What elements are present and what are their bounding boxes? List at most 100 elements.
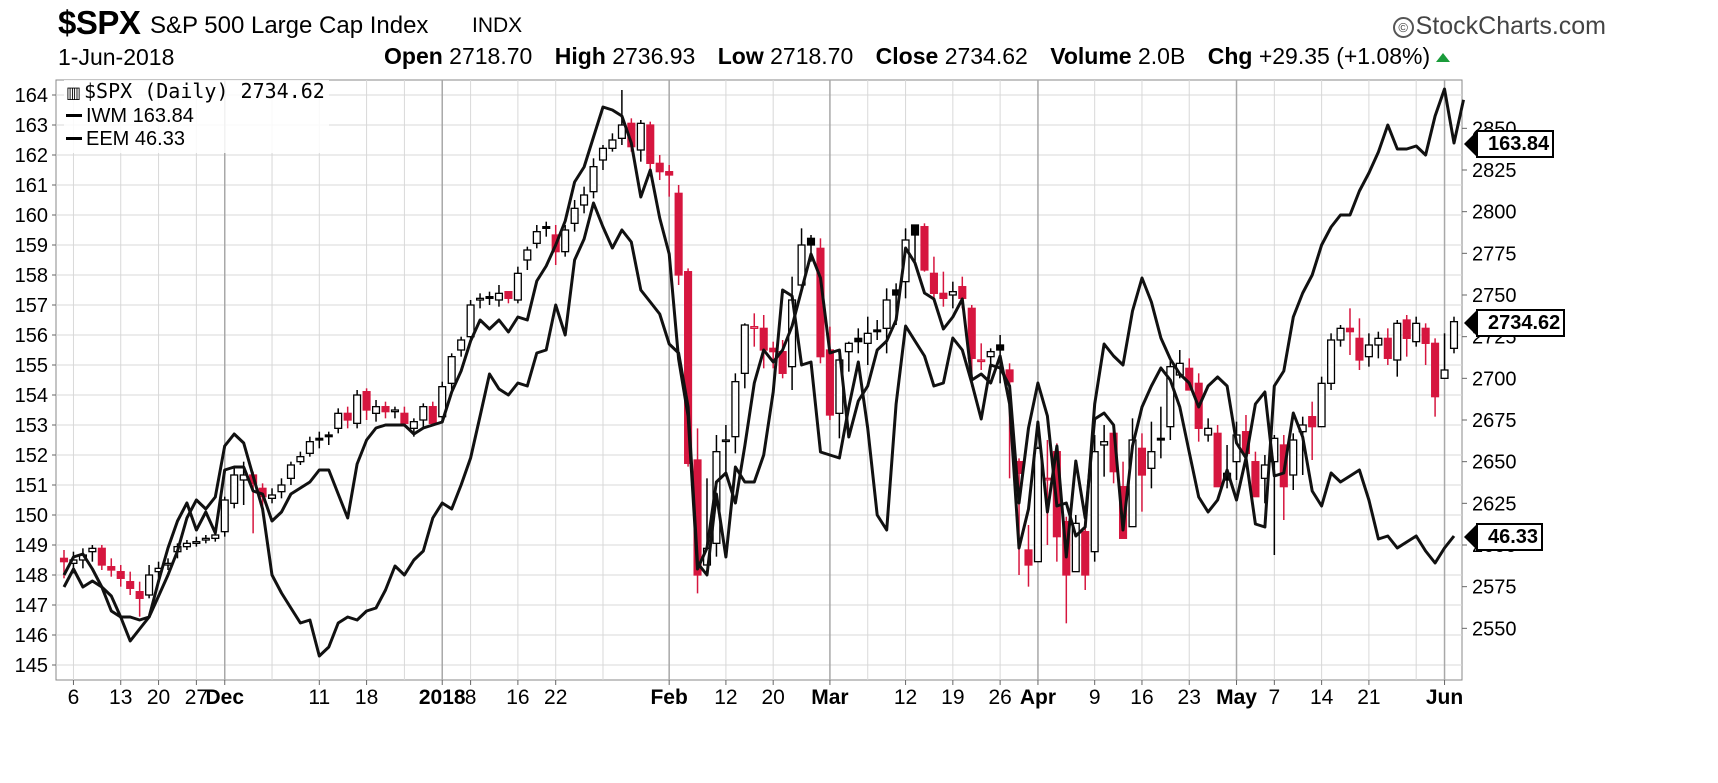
brand-name: StockCharts.com xyxy=(1415,12,1606,40)
candle-body xyxy=(1204,427,1213,436)
candle-body xyxy=(1355,337,1364,361)
candle xyxy=(844,341,853,372)
left-tick-label: 155 xyxy=(15,355,48,377)
candle xyxy=(1412,316,1421,347)
close-label: Close xyxy=(875,43,939,69)
candle xyxy=(476,293,485,309)
candle xyxy=(929,256,938,300)
candle-body xyxy=(1449,321,1459,349)
index-name: S&P 500 Large Cap Index xyxy=(150,12,429,39)
x-tick-label: 16 xyxy=(1130,686,1153,709)
candle-body xyxy=(192,541,201,544)
candle xyxy=(192,536,201,547)
x-tick-label: 9 xyxy=(1089,686,1101,709)
candle xyxy=(570,200,579,232)
left-tick-label: 160 xyxy=(15,205,48,227)
candle-body xyxy=(1166,366,1175,428)
candle xyxy=(315,431,324,449)
candle-body xyxy=(1156,437,1165,441)
candle xyxy=(504,291,513,304)
candle-body xyxy=(854,337,863,343)
candle xyxy=(400,406,409,427)
close-value: 2734.62 xyxy=(944,43,1028,69)
candle xyxy=(286,461,295,485)
left-tick-label: 148 xyxy=(15,565,48,587)
candle-body xyxy=(211,534,220,539)
candle xyxy=(1033,446,1042,563)
right-tick-label: 2750 xyxy=(1472,285,1517,307)
ticker-symbol[interactable]: $SPX xyxy=(58,4,141,41)
candle-body xyxy=(324,434,333,438)
candle xyxy=(1402,315,1411,357)
candle-body xyxy=(636,122,645,151)
x-tick-label: Dec xyxy=(205,686,244,709)
candle xyxy=(721,425,730,477)
candle-body xyxy=(163,562,173,566)
right-tick-label: 2550 xyxy=(1472,618,1517,640)
candle-body xyxy=(494,292,504,301)
iwm-price-tag: 163.84 xyxy=(1463,130,1555,158)
left-tick-label: 158 xyxy=(15,265,48,287)
open-label: Open xyxy=(384,43,443,69)
candle-body xyxy=(1100,441,1109,446)
candle-body xyxy=(1364,344,1373,358)
candle xyxy=(201,535,210,544)
legend-spx[interactable]: ▥ $SPX (Daily) 2734.62 xyxy=(66,80,325,105)
candle xyxy=(513,266,522,304)
candle-body xyxy=(1317,382,1326,428)
candle xyxy=(901,228,910,299)
left-tick-label: 152 xyxy=(15,445,48,467)
left-tick-label: 147 xyxy=(15,595,48,617)
candle xyxy=(267,488,277,504)
legend-eem-label: EEM 46.33 xyxy=(86,128,185,150)
line-swatch-icon xyxy=(66,114,82,117)
volume-value: 2.0B xyxy=(1137,43,1186,69)
candle-body xyxy=(1147,451,1156,469)
candle xyxy=(135,581,144,617)
candle xyxy=(523,246,532,270)
quote-date: 1-Jun-2018 xyxy=(58,44,175,70)
x-tick-label: 6 xyxy=(68,686,80,709)
candle-body xyxy=(59,557,69,563)
x-tick-label: 13 xyxy=(109,686,132,709)
candle xyxy=(126,571,135,595)
candle-body xyxy=(986,351,995,358)
candle xyxy=(97,545,106,570)
x-tick-label: 16 xyxy=(506,686,529,709)
candle xyxy=(1364,333,1373,367)
candle xyxy=(939,271,948,307)
high-label: High xyxy=(554,43,606,69)
legend-eem[interactable]: EEM 46.33 xyxy=(66,128,325,151)
chart-legend: ▥ $SPX (Daily) 2734.62 IWM 163.84 EEM 46.… xyxy=(64,80,329,153)
candle xyxy=(1421,323,1430,365)
legend-iwm[interactable]: IWM 163.84 xyxy=(66,105,325,128)
candle xyxy=(1440,333,1449,379)
eem-series-line xyxy=(62,201,1456,658)
candle-body xyxy=(362,391,371,411)
candle xyxy=(457,336,466,357)
x-tick-label: 18 xyxy=(355,686,378,709)
candle-body xyxy=(447,356,456,384)
candle xyxy=(580,186,589,214)
candle-body xyxy=(315,437,324,441)
candle-body xyxy=(561,229,570,253)
candle-body xyxy=(939,292,948,299)
brand-link[interactable]: © StockCharts.com xyxy=(1392,12,1606,41)
candle xyxy=(428,401,437,425)
left-tick-label: 157 xyxy=(15,295,48,317)
candle-body xyxy=(825,349,834,416)
candle-body xyxy=(1005,369,1014,383)
candle-body xyxy=(1213,432,1222,488)
right-tick-label: 2775 xyxy=(1472,243,1517,265)
candle xyxy=(655,155,664,180)
candle-body xyxy=(1090,451,1099,553)
candle xyxy=(353,390,362,429)
right-tick-label: 2650 xyxy=(1472,452,1517,474)
candle-body xyxy=(381,406,390,413)
candle xyxy=(419,403,428,429)
candle xyxy=(1071,515,1080,573)
x-tick-label: 20 xyxy=(147,686,170,709)
right-tick-label: 2675 xyxy=(1472,410,1517,432)
candle-body xyxy=(201,537,210,541)
